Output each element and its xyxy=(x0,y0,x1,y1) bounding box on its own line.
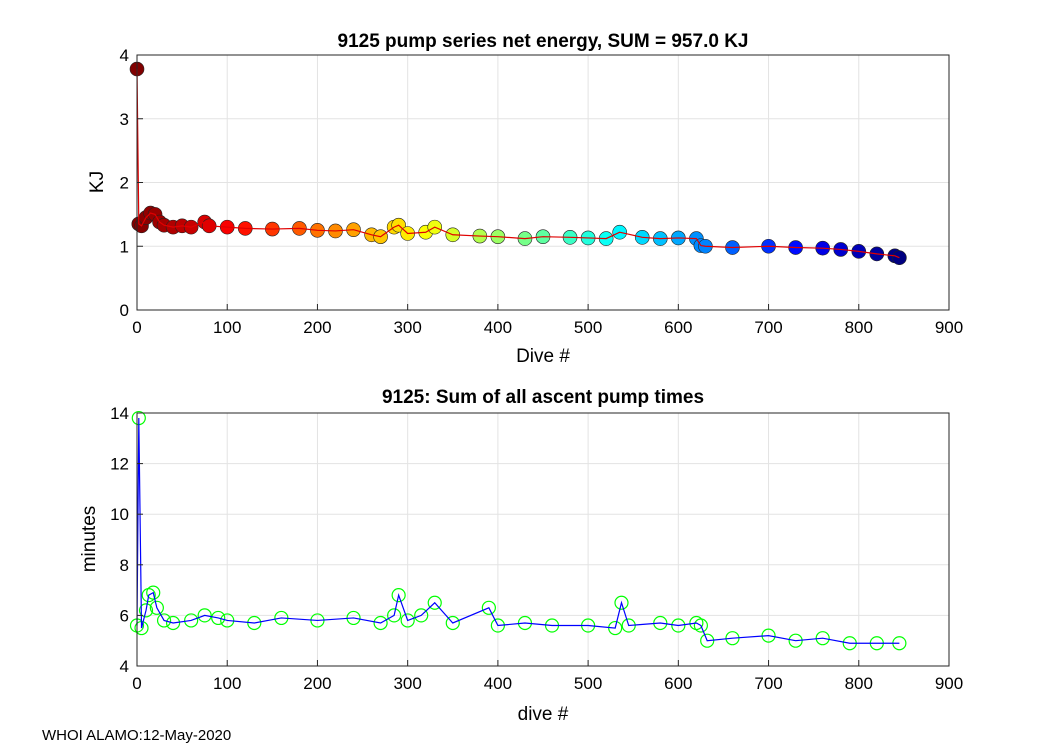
pump-time-x-tick-label: 400 xyxy=(484,674,512,693)
pump-time-data-point xyxy=(247,615,262,631)
energy-series-line xyxy=(136,69,900,259)
pump-time-chart-title: 9125: Sum of all ascent pump times xyxy=(382,387,704,408)
energy-ticks: 0 100 200 300 400 500 600 700 800 900 0 1 2 3 4 xyxy=(120,46,964,337)
pump-time-axes: 0 100 200 300 400 500 600 700 800 900 4 6 8 10 12 14 91… xyxy=(79,387,963,725)
pump-time-y-tick-label: 10 xyxy=(110,505,129,524)
pump-time-data-point xyxy=(211,610,226,626)
pump-time-x-tick-label: 100 xyxy=(213,674,241,693)
pump-time-data-point xyxy=(445,615,460,631)
energy-x-tick-label: 400 xyxy=(484,318,512,337)
pump-time-data-point xyxy=(197,608,212,623)
pump-time-data-point xyxy=(156,613,172,628)
energy-x-tick-label: 600 xyxy=(664,318,692,337)
pump-time-data-point xyxy=(481,600,496,615)
pump-time-data-point xyxy=(614,595,629,610)
pump-time-data-point xyxy=(220,613,235,628)
pump-time-data-point xyxy=(400,613,415,628)
energy-x-tick-label: 500 xyxy=(574,318,602,337)
pump-time-data-point xyxy=(490,618,505,633)
energy-y-tick-label: 0 xyxy=(120,301,129,320)
pump-time-x-tick-label: 900 xyxy=(935,674,963,693)
energy-x-tick-label: 0 xyxy=(132,318,141,337)
energy-axes: 0 100 200 300 400 500 600 700 800 900 0 1 2 3 4 9125 p… xyxy=(87,31,963,367)
energy-y-tick-label: 3 xyxy=(120,110,129,129)
pump-time-y-tick-label: 6 xyxy=(120,606,129,625)
pump-time-data-point xyxy=(414,608,429,623)
energy-x-tick-label: 300 xyxy=(393,318,421,337)
pump-time-x-tick-label: 300 xyxy=(393,674,421,693)
pump-time-y-axis-label: minutes xyxy=(79,506,100,573)
energy-x-tick-label: 200 xyxy=(303,318,331,337)
pump-time-data-point xyxy=(149,600,164,615)
pump-time-data-point xyxy=(693,618,708,633)
pump-time-y-tick-label: 8 xyxy=(120,556,129,575)
energy-x-tick-label: 800 xyxy=(845,318,873,337)
pump-time-x-tick-label: 600 xyxy=(664,674,692,693)
pump-time-ticks: 0 100 200 300 400 500 600 700 800 900 4 6 8 10 12 14 xyxy=(110,404,963,693)
pump-time-plot-area xyxy=(137,413,949,666)
energy-x-tick-label: 900 xyxy=(935,318,963,337)
pump-time-data-point xyxy=(608,620,623,636)
pump-time-data-point xyxy=(165,615,181,631)
pump-time-data-point xyxy=(138,603,154,618)
pump-time-x-tick-label: 800 xyxy=(845,674,873,693)
energy-chart-title: 9125 pump series net energy, SUM = 957.0… xyxy=(338,31,749,52)
pump-time-data-point xyxy=(373,615,388,631)
pump-time-data-point xyxy=(517,615,533,631)
pump-time-x-tick-label: 500 xyxy=(574,674,602,693)
footer-stamp: WHOI ALAMO:12-May-2020 xyxy=(42,727,232,744)
pump-time-data-point xyxy=(671,618,686,633)
energy-y-axis-label: KJ xyxy=(87,171,108,193)
pump-time-x-axis-label: dive # xyxy=(518,704,569,725)
energy-y-tick-label: 4 xyxy=(120,46,129,65)
pump-time-y-tick-label: 12 xyxy=(110,455,129,474)
pump-time-data-point xyxy=(391,588,406,603)
pump-time-x-tick-label: 200 xyxy=(303,674,331,693)
energy-x-axis-label: Dive # xyxy=(516,346,570,367)
pump-time-series-line xyxy=(136,418,900,644)
pump-time-data-point xyxy=(427,595,442,610)
pump-time-x-tick-label: 0 xyxy=(132,674,141,693)
energy-x-tick-label: 700 xyxy=(754,318,782,337)
pump-time-data-point xyxy=(184,613,199,628)
pump-time-y-tick-label: 4 xyxy=(120,657,129,676)
pump-time-series xyxy=(129,410,907,651)
pump-time-data-point xyxy=(387,608,402,623)
energy-y-tick-label: 1 xyxy=(120,237,129,256)
pump-time-data-point xyxy=(815,631,830,646)
pump-time-axes-box xyxy=(136,412,950,667)
pump-time-data-point xyxy=(788,633,803,648)
pump-time-data-point xyxy=(146,585,161,600)
energy-series xyxy=(129,61,907,266)
pump-time-data-point xyxy=(700,633,715,648)
pump-time-x-tick-label: 700 xyxy=(754,674,782,693)
energy-x-tick-label: 100 xyxy=(213,318,241,337)
pump-time-y-tick-label: 14 xyxy=(110,404,129,423)
energy-y-tick-label: 2 xyxy=(120,174,129,193)
